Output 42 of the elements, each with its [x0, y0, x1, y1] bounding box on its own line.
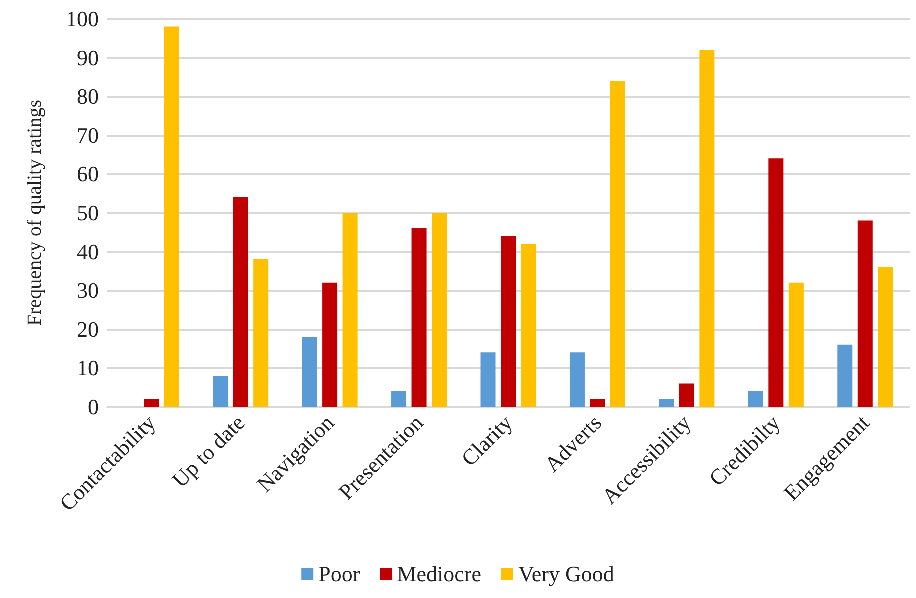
bar [788, 282, 804, 407]
bar [302, 337, 318, 407]
bar [412, 228, 427, 407]
bar [480, 352, 496, 407]
bar [570, 352, 585, 407]
y-tick-label: 50 [77, 200, 99, 226]
y-tick-label: 20 [77, 316, 99, 342]
y-tick-label: 10 [77, 356, 99, 381]
bar [878, 267, 894, 407]
bar [590, 399, 606, 407]
bar [679, 384, 694, 407]
bar [838, 344, 853, 407]
y-tick-label: 0 [88, 394, 99, 420]
y-tick-label: 60 [77, 162, 99, 187]
y-tick-label: 40 [77, 239, 99, 264]
bar [858, 220, 873, 407]
bar [521, 244, 536, 407]
y-tick-label: 90 [77, 45, 99, 70]
y-tick-label: 30 [77, 278, 99, 304]
bar [342, 213, 358, 407]
bar [501, 236, 516, 407]
bar [322, 282, 338, 407]
legend-label: Mediocre [397, 562, 482, 586]
y-tick-label: 80 [77, 84, 99, 110]
bar [748, 391, 764, 407]
bar [700, 50, 715, 407]
bar [432, 213, 448, 407]
legend-label: Very Good [518, 562, 614, 586]
bar [213, 376, 228, 407]
y-tick-label: 100 [66, 6, 99, 32]
bar [164, 26, 180, 407]
x-tick-label: Up to date [167, 410, 250, 493]
bar [233, 197, 248, 407]
y-axis-title: Frequency of quality ratings [24, 100, 46, 326]
bar [254, 260, 269, 407]
bar [610, 81, 626, 407]
bar [659, 399, 674, 407]
bar [144, 399, 160, 407]
bar [392, 391, 407, 407]
y-tick-label: 70 [77, 122, 99, 148]
bar [768, 158, 784, 407]
legend-label: Poor [318, 562, 361, 586]
